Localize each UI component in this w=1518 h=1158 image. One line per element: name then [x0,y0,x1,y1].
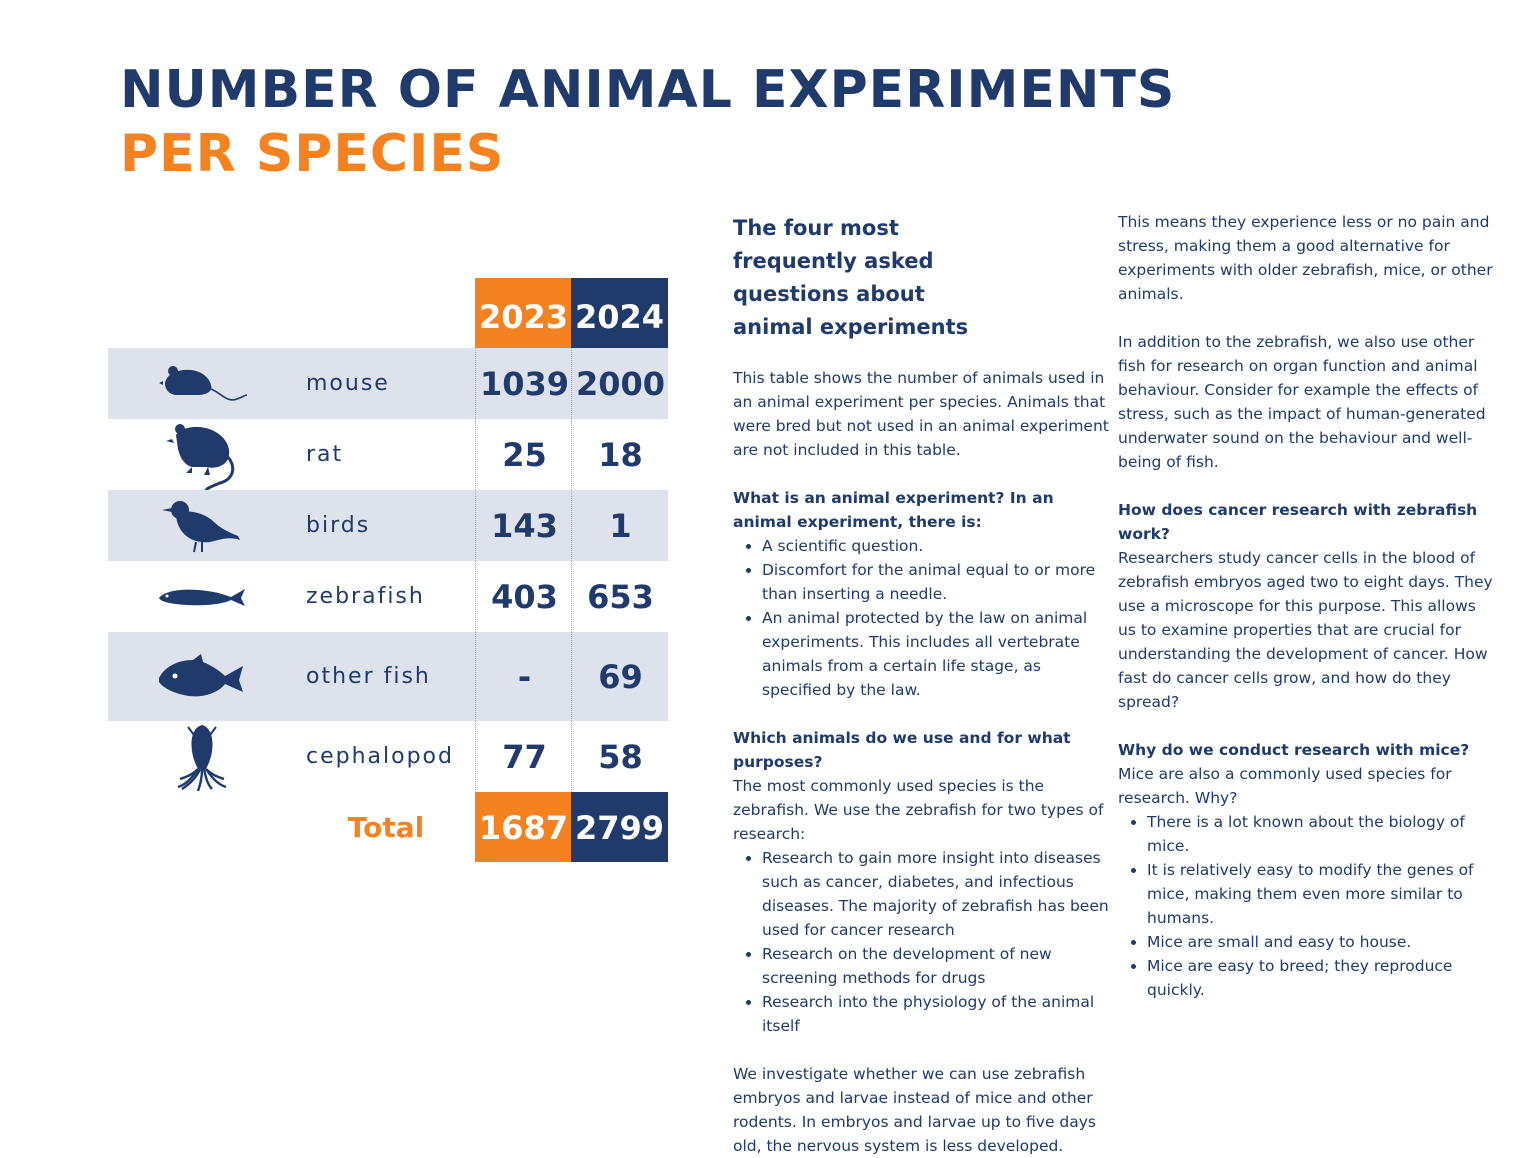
title-line-2: PER SPECIES [120,124,505,184]
value-2024: 18 [571,419,669,490]
table-row: birds 143 1 [108,490,668,561]
question-2-text: The most commonly used species is the ze… [733,777,1104,843]
text-column-1: The four most frequently asked questions… [733,212,1111,1158]
page-title: NUMBER OF ANIMAL EXPERIMENTS PER SPECIES [120,58,1175,186]
total-2023: 1687 [475,792,572,862]
continuation-paragraph: This means they experience less or no pa… [1118,213,1493,303]
list-item: Mice are small and easy to house. [1147,930,1496,954]
species-name: birds [306,513,371,538]
value-2024: 1 [571,490,669,561]
question-2: Which animals do we use and for what pur… [733,729,1071,771]
intro-paragraph: This table shows the number of animals u… [733,369,1109,459]
mouse-icon [108,348,295,419]
list-item: A scientific question. [762,534,1111,558]
zebrafish-icon [108,561,295,632]
species-table: 2023 2024 mouse 1039 2000 [108,278,668,862]
total-2024: 2799 [571,792,668,862]
table-row: zebrafish 403 653 [108,561,668,632]
value-2023: 143 [475,490,573,561]
question-3: How does cancer research with zebrafish … [1118,501,1478,543]
table-row: mouse 1039 2000 [108,348,668,419]
question-1: What is an animal experiment? In an anim… [733,489,1054,531]
list-item: There is a lot known about the biology o… [1147,810,1496,858]
species-name: rat [306,442,344,467]
value-2023: 403 [475,561,573,632]
value-2023: 1039 [475,348,573,419]
list-item: Mice are easy to breed; they reproduce q… [1147,954,1496,1002]
value-2024: 2000 [571,348,669,419]
value-2024: 69 [571,632,669,721]
value-2024: 58 [571,721,669,792]
list-item: Research to gain more insight into disea… [762,846,1111,942]
text-column-2: This means they experience less or no pa… [1118,210,1496,1026]
list-item: Research on the development of new scree… [762,942,1111,990]
question-2-list: Research to gain more insight into disea… [733,846,1111,1038]
faq-heading: The four most frequently asked questions… [733,216,969,339]
value-2023: 77 [475,721,573,792]
value-2023: 25 [475,419,573,490]
fish-icon [108,632,295,721]
rat-icon [108,419,295,493]
bird-icon [108,490,295,561]
other-fish-paragraph: In addition to the zebrafish, we also us… [1118,333,1486,471]
question-1-list: A scientific question. Discomfort for th… [733,534,1111,702]
value-2023: - [475,632,573,721]
list-item: Research into the physiology of the anim… [762,990,1111,1038]
year-2023-header: 2023 [475,278,572,348]
cephalopod-icon [108,721,295,792]
zebrafish-paragraph: We investigate whether we can use zebraf… [733,1065,1097,1155]
table-row: rat 25 18 [108,419,669,493]
species-name: zebrafish [306,584,425,609]
list-item: Discomfort for the animal equal to or mo… [762,558,1111,606]
value-2024: 653 [571,561,669,632]
question-4: Why do we conduct research with mice? [1118,741,1470,759]
question-3-text: Researchers study cancer cells in the bl… [1118,549,1493,711]
species-name: mouse [306,371,390,396]
list-item: It is relatively easy to modify the gene… [1147,858,1496,930]
title-line-1: NUMBER OF ANIMAL EXPERIMENTS [120,60,1176,120]
species-name: cephalopod [306,744,454,769]
list-item: An animal protected by the law on animal… [762,606,1111,702]
table-row: other fish - 69 [108,632,668,721]
species-name: other fish [306,664,431,689]
total-label: Total [347,811,425,844]
total-row: Total 1687 2799 [108,792,668,862]
table-row: cephalopod 77 58 [108,721,668,792]
table-header: 2023 2024 [108,278,668,348]
question-4-text: Mice are also a commonly used species fo… [1118,765,1452,807]
year-2024-header: 2024 [571,278,668,348]
question-4-list: There is a lot known about the biology o… [1118,810,1496,1002]
